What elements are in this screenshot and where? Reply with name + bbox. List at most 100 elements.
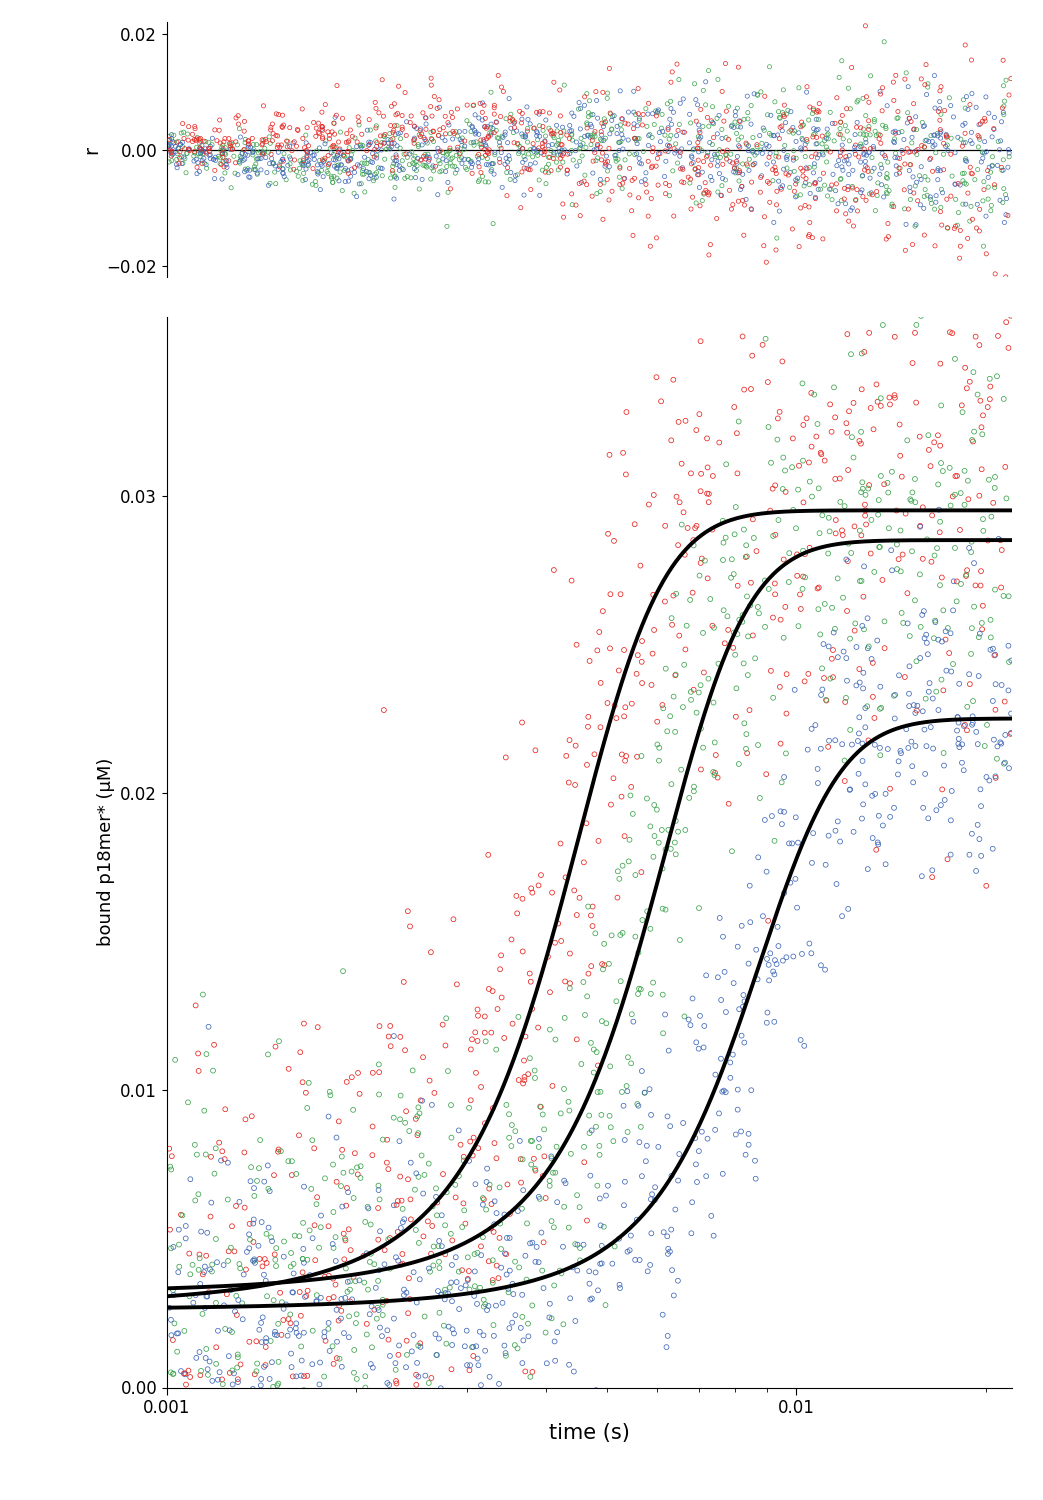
Point bbox=[238, 1257, 254, 1281]
Point bbox=[848, 634, 865, 658]
Point bbox=[870, 122, 887, 146]
Point bbox=[624, 168, 640, 192]
Point bbox=[579, 116, 596, 140]
Point bbox=[413, 122, 430, 146]
Point bbox=[425, 1437, 441, 1461]
Point bbox=[696, 150, 712, 174]
Point bbox=[233, 124, 249, 148]
Point bbox=[660, 818, 677, 842]
Point bbox=[672, 92, 688, 116]
Point bbox=[384, 1413, 401, 1437]
Point bbox=[698, 1164, 714, 1188]
Point bbox=[328, 1434, 344, 1458]
Point bbox=[851, 429, 868, 453]
Point bbox=[901, 153, 918, 177]
Point bbox=[604, 117, 621, 141]
Point bbox=[832, 110, 849, 134]
Point bbox=[326, 1386, 343, 1410]
Point bbox=[597, 154, 613, 178]
Point bbox=[208, 1352, 224, 1376]
Point bbox=[198, 141, 215, 165]
Point bbox=[876, 636, 893, 660]
Point bbox=[778, 741, 795, 765]
Point bbox=[468, 1335, 485, 1359]
Point bbox=[973, 560, 990, 584]
Point bbox=[954, 192, 971, 216]
Point bbox=[371, 1258, 388, 1282]
Point bbox=[663, 112, 680, 136]
Point bbox=[563, 123, 580, 147]
Point bbox=[410, 1120, 427, 1144]
Point bbox=[545, 122, 562, 146]
Point bbox=[754, 333, 771, 357]
Point bbox=[444, 1334, 461, 1358]
Point bbox=[439, 171, 456, 195]
Point bbox=[611, 165, 628, 189]
Point bbox=[552, 147, 568, 171]
Point bbox=[535, 142, 552, 166]
Point bbox=[977, 204, 994, 228]
Point bbox=[881, 806, 898, 830]
Point bbox=[997, 750, 1014, 774]
Point bbox=[547, 1348, 563, 1372]
Point bbox=[729, 462, 746, 486]
Point bbox=[673, 758, 689, 782]
Point bbox=[827, 616, 844, 640]
Point bbox=[257, 1246, 273, 1270]
Point bbox=[903, 540, 920, 564]
Point bbox=[601, 154, 617, 178]
Point bbox=[410, 1166, 427, 1190]
Point bbox=[654, 856, 671, 880]
Point bbox=[284, 1280, 300, 1304]
Point bbox=[189, 1143, 205, 1167]
Point bbox=[945, 105, 962, 129]
Point bbox=[729, 622, 746, 646]
Point bbox=[751, 602, 768, 625]
Point bbox=[471, 1320, 488, 1344]
Point bbox=[901, 694, 918, 718]
Point bbox=[523, 1130, 539, 1154]
Point bbox=[852, 150, 869, 174]
Point bbox=[371, 1060, 388, 1084]
Point bbox=[421, 1260, 438, 1284]
Point bbox=[568, 1184, 585, 1208]
Point bbox=[249, 1352, 266, 1376]
Point bbox=[345, 182, 362, 206]
Point bbox=[855, 142, 872, 166]
Point bbox=[780, 570, 797, 594]
Point bbox=[177, 1214, 194, 1237]
Point bbox=[936, 132, 952, 156]
Point bbox=[500, 156, 516, 180]
Point bbox=[416, 1162, 433, 1186]
Point bbox=[458, 1318, 475, 1342]
Point bbox=[839, 96, 855, 120]
Point bbox=[179, 128, 196, 152]
Point bbox=[256, 1170, 272, 1194]
Point bbox=[189, 162, 205, 186]
Point bbox=[531, 1186, 548, 1210]
Point bbox=[745, 140, 761, 164]
Point bbox=[538, 156, 555, 180]
Point bbox=[706, 730, 723, 754]
Point bbox=[814, 678, 830, 702]
Point bbox=[399, 1167, 416, 1191]
Point bbox=[712, 1047, 729, 1071]
Point bbox=[649, 798, 665, 822]
Point bbox=[553, 1262, 569, 1286]
Point bbox=[321, 128, 338, 152]
Point bbox=[971, 124, 988, 148]
Point bbox=[340, 1218, 357, 1242]
Point bbox=[723, 196, 739, 220]
Point bbox=[387, 148, 404, 172]
Point bbox=[190, 150, 207, 174]
Point bbox=[796, 174, 812, 198]
Point bbox=[690, 156, 707, 180]
Point bbox=[872, 698, 889, 721]
Point bbox=[229, 1366, 246, 1390]
Point bbox=[879, 166, 896, 190]
Point bbox=[359, 1323, 375, 1347]
Point bbox=[860, 472, 877, 496]
Point bbox=[516, 147, 533, 171]
Point bbox=[928, 536, 945, 560]
Point bbox=[870, 171, 887, 195]
